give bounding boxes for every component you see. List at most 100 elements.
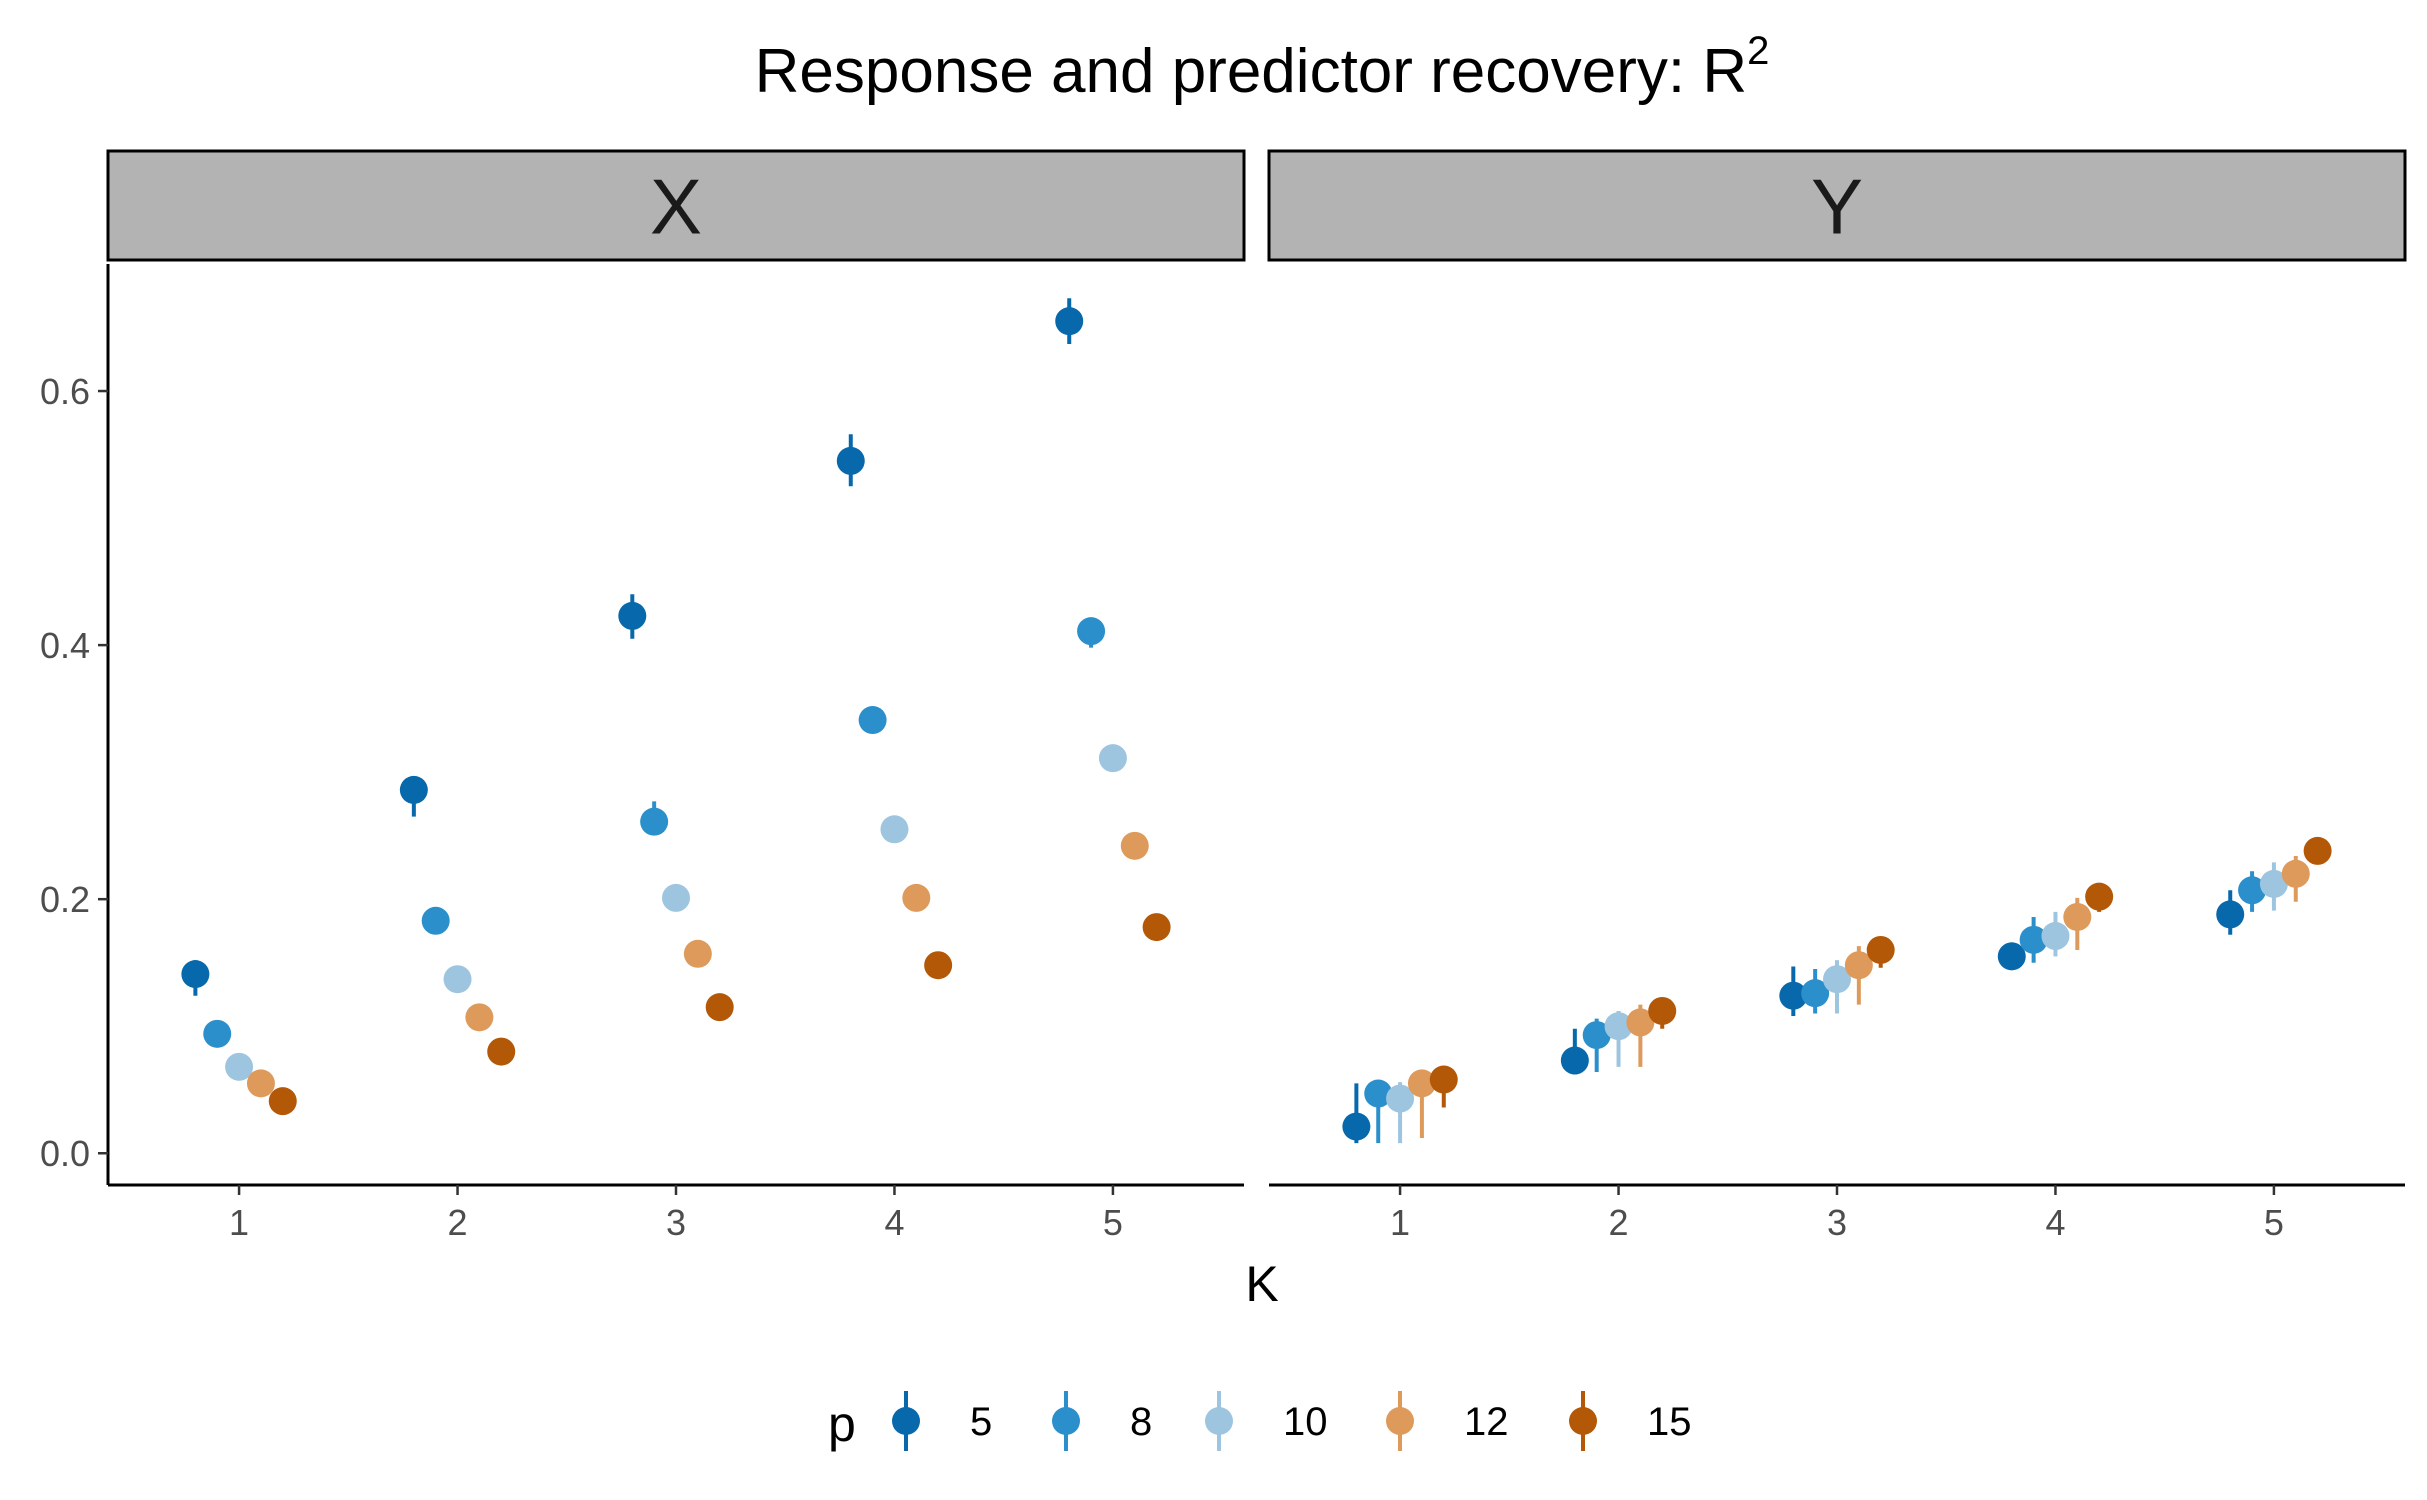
legend-label: 10 (1283, 1400, 1328, 1444)
legend-symbol (1052, 1407, 1080, 1435)
data-point (181, 960, 210, 989)
legend: p 5 8 10 12 15 (828, 1391, 1692, 1452)
data-point (268, 1087, 297, 1116)
data-point (1648, 996, 1677, 1025)
x-tick-label: 5 (1103, 1202, 1123, 1243)
data-point (246, 1069, 275, 1098)
x-tick-label: 4 (2045, 1202, 2065, 1243)
legend-label: 15 (1647, 1400, 1692, 1444)
legend-title: p (828, 1396, 856, 1452)
panel-x: X 1 2 3 4 5 0.0 0.2 0.4 0.6 (40, 149, 1246, 1243)
x-tick-label: 2 (1609, 1202, 1629, 1243)
series-10 (225, 744, 1127, 1081)
legend-symbol (1205, 1407, 1233, 1435)
x-tick-label: 3 (1827, 1202, 1847, 1243)
data-point (1407, 1069, 1436, 1098)
data-point (1560, 1046, 1589, 1075)
legend-key-5: 5 (892, 1391, 992, 1451)
series-12 (1407, 855, 2310, 1138)
x-tick-label: 1 (1390, 1202, 1410, 1243)
legend-key-15: 15 (1569, 1391, 1692, 1451)
data-point (1582, 1021, 1611, 1050)
data-point (465, 1003, 494, 1032)
data-point (858, 706, 887, 735)
data-point (2019, 925, 2048, 954)
series-15 (1429, 836, 2332, 1108)
series-15 (268, 913, 1171, 1116)
data-point (705, 993, 734, 1022)
data-point (1604, 1012, 1633, 1041)
data-point (924, 951, 953, 980)
legend-symbol (1569, 1407, 1597, 1435)
y-tick-label: 0.6 (40, 371, 90, 412)
legend-symbol (1386, 1407, 1414, 1435)
data-point (225, 1052, 254, 1081)
legend-key-10: 10 (1205, 1391, 1328, 1451)
legend-key-12: 12 (1386, 1391, 1509, 1451)
y-tick-label: 0.2 (40, 879, 90, 920)
data-point (1997, 942, 2026, 971)
data-point (399, 775, 428, 804)
data-point (1055, 307, 1084, 336)
series-5 (181, 298, 1084, 996)
x-tick-label: 5 (2264, 1202, 2284, 1243)
data-point (2063, 902, 2092, 931)
data-point (1866, 935, 1895, 964)
series-5 (1342, 890, 2245, 1144)
data-point (662, 883, 690, 912)
x-tick-label: 3 (666, 1202, 686, 1243)
facet-label: X (650, 163, 702, 251)
y-tick-label: 0.4 (40, 625, 90, 666)
legend-symbol (892, 1407, 920, 1435)
data-point (1142, 913, 1171, 942)
x-tick-label: 2 (448, 1202, 468, 1243)
legend-label: 8 (1130, 1400, 1152, 1444)
facet-strip (1267, 149, 2407, 262)
data-point (618, 601, 647, 630)
x-tick-label: 1 (229, 1202, 249, 1243)
data-point (1823, 965, 1851, 994)
panels: X 1 2 3 4 5 0.0 0.2 0.4 0.6 Y 1 2 3 4 5 (40, 149, 2407, 1243)
data-point (1386, 1084, 1415, 1113)
data-point (1342, 1112, 1371, 1141)
data-point (2281, 859, 2310, 888)
data-point (902, 883, 931, 912)
legend-key-8: 8 (1052, 1391, 1152, 1451)
data-point (2238, 876, 2267, 905)
data-point (1364, 1079, 1393, 1108)
data-point (836, 446, 865, 475)
data-point (683, 939, 712, 968)
data-point (1098, 744, 1127, 773)
data-point (487, 1037, 516, 1066)
series-8 (1364, 871, 2267, 1144)
data-point (1626, 1008, 1655, 1037)
data-point (2259, 869, 2288, 898)
data-point (2303, 836, 2332, 865)
data-point (203, 1019, 232, 1048)
data-point (443, 965, 472, 994)
data-point (1429, 1065, 1458, 1094)
legend-label: 12 (1464, 1400, 1509, 1444)
series-10 (1386, 862, 2288, 1144)
series-12 (246, 831, 1149, 1098)
facet-strip (106, 149, 1246, 262)
data-point (640, 807, 669, 836)
series-8 (203, 617, 1106, 1048)
chart-title: Response and predictor recovery: R2 (755, 29, 1770, 106)
x-tick-label: 4 (884, 1202, 904, 1243)
data-point (2085, 882, 2114, 911)
data-point (1120, 831, 1149, 860)
data-point (2041, 922, 2070, 951)
facet-label: Y (1811, 163, 1863, 251)
data-point (421, 906, 450, 935)
legend-label: 5 (970, 1400, 992, 1444)
data-point (880, 815, 909, 844)
y-tick-label: 0.0 (40, 1133, 90, 1174)
data-point (2216, 900, 2245, 929)
data-point (1801, 979, 1830, 1008)
data-point (1077, 617, 1106, 646)
panel-y: Y 1 2 3 4 5 (1267, 149, 2407, 1243)
x-axis-title: K (1245, 1256, 1278, 1312)
data-point (1844, 951, 1873, 980)
